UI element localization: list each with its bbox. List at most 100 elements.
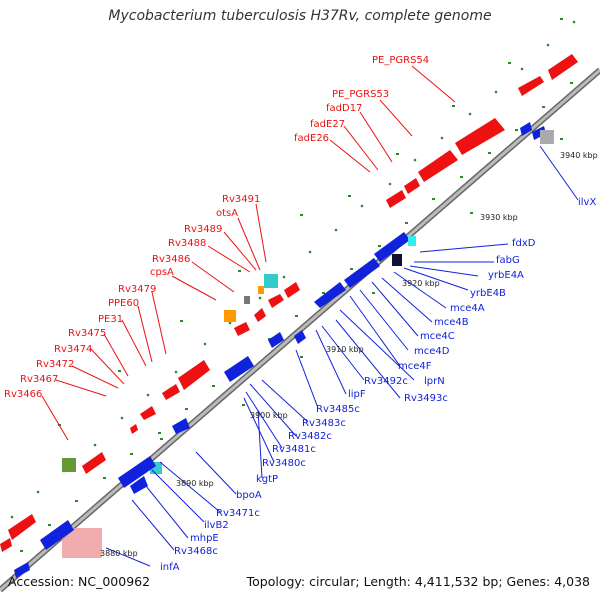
gene-forward (178, 360, 210, 390)
backbone (0, 67, 600, 593)
gene-reverse (314, 282, 346, 308)
tick-label: 3920 kbp (402, 279, 440, 288)
gene-forward (162, 384, 180, 400)
gene-label: fadE27 (310, 119, 345, 130)
gene-gray-block (244, 296, 250, 304)
gene-reverse-dark (392, 254, 402, 266)
gene-reverse (130, 476, 148, 494)
gene-forward (518, 76, 544, 96)
gene-label: fadD17 (326, 103, 362, 114)
gene-forward (386, 190, 406, 208)
gene-label: fabG (496, 255, 520, 266)
gene-label: PE_PGRS53 (332, 89, 389, 100)
gene-forward (82, 452, 106, 474)
gene-label: Rv3493c (404, 393, 448, 404)
gene-label: Rv3491 (222, 194, 260, 205)
gene-forward (418, 150, 458, 182)
gene-reverse (224, 356, 254, 382)
gene-forward (404, 178, 420, 194)
gene-forward (284, 282, 300, 298)
genome-summary-text: Topology: circular; Length: 4,411,532 bp… (246, 574, 590, 589)
gene-label: mce4D (414, 346, 450, 357)
gene-label: mhpE (190, 533, 219, 544)
gene-label: Rv3468c (174, 546, 218, 557)
forward-labels: PE_PGRS54 PE_PGRS53 fadD17 fadE27 fadE26… (4, 55, 429, 400)
gene-label: Rv3479 (118, 284, 156, 295)
gene-label: infA (160, 562, 180, 573)
gene-label: Rv3481c (272, 444, 316, 455)
gene-reverse (14, 562, 30, 578)
gene-forward (234, 322, 250, 336)
gene-label: yrbE4A (488, 270, 524, 281)
reverse-labels: ilvX fdxD fabG yrbE4A yrbE4B mce4A mce4B… (160, 197, 596, 573)
tick-label: 3910 kbp (326, 345, 364, 354)
gene-forward (455, 118, 505, 155)
gc-track-mid (58, 18, 563, 440)
gene-label: PE_PGRS54 (372, 55, 429, 66)
gene-orange-small (258, 286, 264, 294)
forward-genes[interactable] (0, 54, 578, 552)
map-title: Mycobacterium tuberculosis H37Rv, comple… (108, 8, 492, 24)
gene-label: mce4A (450, 303, 485, 314)
gene-reverse (294, 330, 306, 344)
gene-label: ilvB2 (204, 520, 229, 531)
gene-reverse-gray (540, 130, 554, 144)
gene-label: Rv3482c (288, 431, 332, 442)
gene-label: Rv3486 (152, 254, 190, 265)
gene-olive-block (62, 458, 76, 472)
gene-label: yrbE4B (470, 288, 506, 299)
gene-label: kgtP (256, 474, 278, 485)
gene-reverse (172, 418, 190, 434)
gene-label: Rv3489 (184, 224, 222, 235)
gene-label: mce4F (398, 361, 432, 372)
tick-label: 3940 kbp (560, 151, 598, 160)
tick-label: 3930 kbp (480, 213, 518, 222)
gene-label: Rv3483c (302, 418, 346, 429)
forward-leaders (41, 65, 456, 441)
gene-label: Rv3480c (262, 458, 306, 469)
gene-forward (254, 308, 266, 322)
tick-labels: 3880 kbp 3890 kbp 3900 kbp 3910 kbp 3920… (100, 151, 598, 558)
gene-reverse (520, 122, 532, 136)
gene-label: Rv3488 (168, 238, 206, 249)
gene-label: fdxD (512, 238, 536, 249)
reverse-genes[interactable] (14, 122, 554, 578)
reverse-leaders (105, 145, 579, 567)
gene-forward (130, 424, 138, 434)
gene-label: Rv3471c (216, 508, 260, 519)
gene-label: Rv3492c (364, 376, 408, 387)
gene-label: otsA (216, 208, 238, 219)
gene-forward (548, 54, 578, 80)
gene-forward (0, 538, 12, 552)
gene-label: Rv3472 (36, 359, 74, 370)
gene-reverse (118, 456, 156, 488)
gene-label: bpoA (236, 490, 262, 501)
gene-label: Rv3485c (316, 404, 360, 415)
gene-label: mce4C (420, 331, 455, 342)
gene-label: lprN (424, 376, 445, 387)
tick-label: 3890 kbp (176, 479, 214, 488)
gene-label: fadE26 (294, 133, 329, 144)
gene-forward (268, 294, 284, 308)
gene-label: PPE60 (108, 298, 139, 309)
gene-forward (140, 406, 156, 420)
gene-reverse-cyan (408, 236, 416, 246)
gene-label: lipF (348, 389, 366, 400)
gene-label: PE31 (98, 314, 123, 325)
gene-cyan-block (264, 274, 278, 288)
gene-reverse (344, 258, 380, 288)
gene-reverse (268, 332, 284, 348)
tick-label: 3880 kbp (100, 549, 138, 558)
gc-track-inner (20, 82, 573, 552)
accession-text: Accession: NC_000962 (8, 574, 151, 589)
gene-label: Rv3474 (54, 344, 92, 355)
gene-label: ilvX (578, 197, 596, 208)
tick-label: 3900 kbp (250, 411, 288, 420)
gene-label: Rv3467 (20, 374, 58, 385)
gene-label: mce4B (434, 317, 469, 328)
gene-orange-block (224, 310, 236, 322)
gene-reverse (40, 520, 74, 550)
gene-reverse (374, 232, 410, 262)
gene-forward (8, 514, 36, 540)
